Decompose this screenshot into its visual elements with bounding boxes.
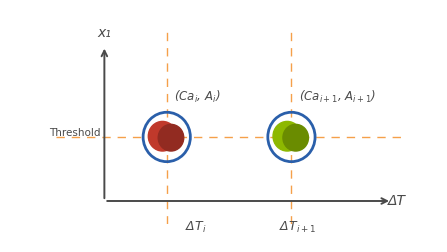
Text: ΔT$_{i+1}$: ΔT$_{i+1}$ bbox=[279, 220, 316, 236]
Ellipse shape bbox=[273, 121, 301, 151]
Text: Threshold: Threshold bbox=[50, 128, 101, 138]
Text: ΔT: ΔT bbox=[388, 194, 406, 208]
Ellipse shape bbox=[283, 124, 308, 151]
Text: x₁: x₁ bbox=[97, 26, 111, 40]
Text: (Ca$_i$, A$_i$): (Ca$_i$, A$_i$) bbox=[174, 89, 220, 105]
Text: ΔT$_i$: ΔT$_i$ bbox=[185, 220, 206, 236]
Text: (Ca$_{i+1}$, A$_{i+1}$): (Ca$_{i+1}$, A$_{i+1}$) bbox=[299, 89, 375, 105]
Ellipse shape bbox=[148, 121, 177, 151]
Ellipse shape bbox=[158, 124, 184, 151]
